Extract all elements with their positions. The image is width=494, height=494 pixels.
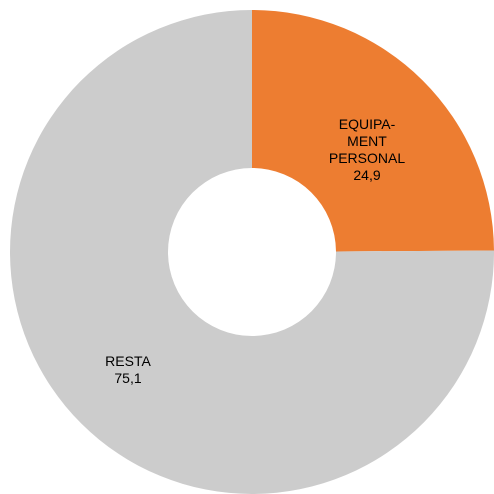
donut-slice — [252, 10, 494, 252]
value-label: 24,9 — [353, 167, 381, 183]
value-label: 75,1 — [114, 370, 142, 386]
category-label: EQUIPA-MENT PERSONAL — [328, 116, 406, 166]
donut-slice — [9, 10, 494, 494]
category-label: RESTA — [105, 353, 151, 369]
slice-label: RESTA 75,1 — [88, 353, 168, 387]
slice-label: EQUIPA-MENT PERSONAL 24,9 — [326, 116, 408, 184]
